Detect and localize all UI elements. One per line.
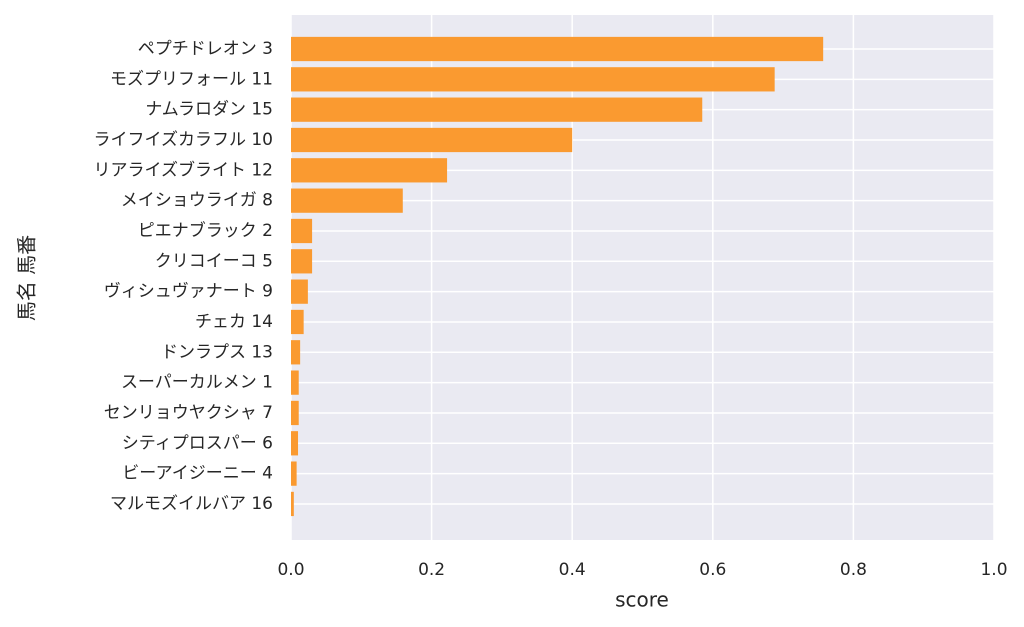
y-tick-label: スーパーカルメン 1 bbox=[121, 373, 273, 393]
bar bbox=[291, 188, 403, 213]
y-tick-label: ドンラプス 13 bbox=[161, 342, 273, 362]
bar bbox=[291, 400, 299, 426]
x-tick-label: 0.2 bbox=[418, 560, 445, 580]
y-tick-label: ライフイズカラフル 10 bbox=[93, 130, 273, 150]
y-tick-label: リアライズブライト 12 bbox=[93, 159, 273, 180]
y-tick-label: クリコイーコ 5 bbox=[155, 251, 273, 271]
bar bbox=[291, 309, 304, 335]
x-tick-label: 0.8 bbox=[840, 560, 867, 580]
y-tick-label: ヴィシュヴァナート 9 bbox=[104, 282, 273, 302]
bar bbox=[291, 461, 297, 486]
bar bbox=[291, 158, 448, 183]
x-tick-label: 0.6 bbox=[699, 560, 726, 580]
y-tick-label: メイショウライガ 8 bbox=[121, 191, 273, 211]
bar bbox=[291, 431, 299, 456]
bar bbox=[291, 127, 573, 153]
bar bbox=[291, 340, 301, 365]
bar bbox=[291, 279, 308, 304]
bar bbox=[291, 67, 775, 92]
x-tick-label: 1.0 bbox=[980, 560, 1007, 580]
bar bbox=[291, 491, 294, 517]
y-tick-label: センリョウヤクシャ 7 bbox=[104, 403, 273, 423]
bar bbox=[291, 218, 313, 244]
x-tick-label: 0.0 bbox=[277, 560, 304, 580]
y-axis-label: 馬名 馬番 bbox=[15, 235, 39, 321]
bar bbox=[291, 97, 703, 122]
y-tick-label: マルモズイルバア 16 bbox=[110, 494, 273, 514]
y-tick-label: ペプチドレオン 3 bbox=[138, 39, 273, 59]
plot-background bbox=[291, 15, 994, 540]
y-tick-label: モズプリフォール 11 bbox=[110, 69, 273, 89]
y-tick-label: シティプロスパー 6 bbox=[122, 433, 273, 453]
y-tick-label: チェカ 14 bbox=[195, 312, 273, 332]
y-tick-label: ピエナブラック 2 bbox=[138, 220, 273, 241]
y-tick-label: ナムラロダン 15 bbox=[145, 100, 273, 120]
x-tick-label: 0.4 bbox=[559, 560, 586, 580]
y-tick-label: ビーアイジーニー 4 bbox=[122, 464, 273, 484]
x-axis-label: score bbox=[615, 588, 669, 612]
bar bbox=[291, 36, 824, 62]
bar bbox=[291, 370, 299, 395]
bar bbox=[291, 249, 313, 274]
